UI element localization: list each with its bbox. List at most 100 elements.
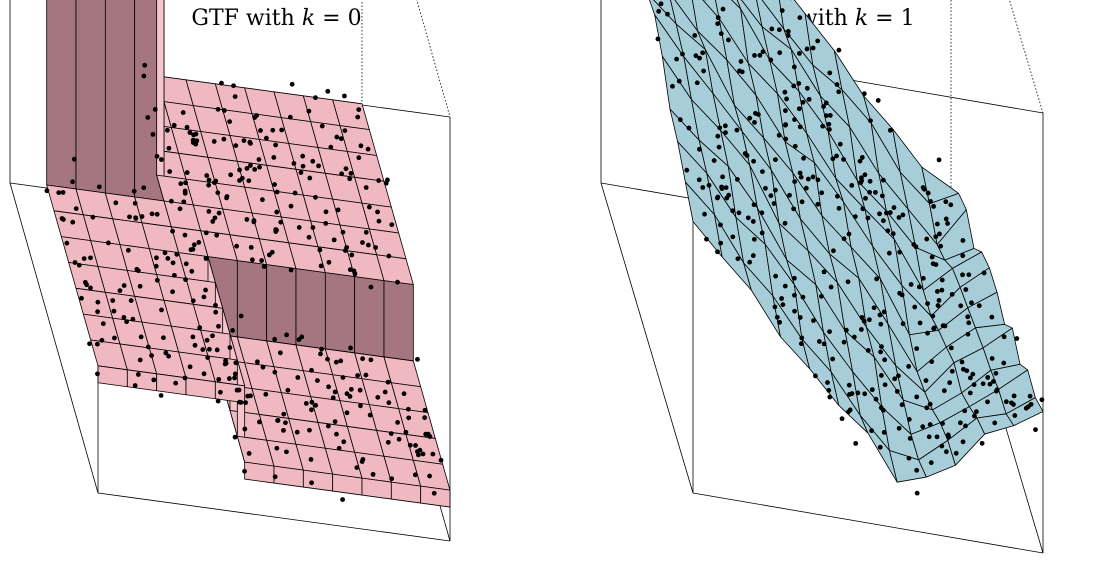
data-point — [274, 445, 280, 451]
data-point — [744, 153, 750, 158]
data-point — [875, 98, 881, 103]
data-point — [215, 398, 221, 404]
data-point — [815, 201, 821, 207]
data-point — [798, 174, 804, 180]
data-point — [376, 178, 382, 183]
data-point — [214, 347, 220, 353]
data-point — [275, 417, 281, 423]
data-point — [111, 308, 117, 314]
data-point — [81, 256, 87, 262]
data-point — [1003, 399, 1009, 405]
data-point — [738, 59, 744, 64]
data-point — [211, 139, 217, 144]
data-point — [248, 141, 253, 146]
data-point — [233, 360, 239, 366]
data-point — [307, 175, 313, 181]
title-variable: k — [854, 6, 869, 31]
data-point — [803, 185, 809, 191]
data-point — [836, 89, 842, 95]
data-point — [771, 201, 777, 206]
data-point — [153, 263, 159, 269]
data-point — [375, 394, 381, 400]
data-point — [723, 130, 728, 135]
data-point — [1027, 393, 1033, 399]
data-point — [272, 336, 278, 342]
data-point — [908, 282, 914, 287]
data-point — [294, 429, 300, 435]
data-point — [900, 212, 906, 218]
data-point — [256, 419, 262, 425]
data-point — [878, 349, 883, 355]
data-point — [214, 232, 220, 238]
data-point — [344, 410, 350, 416]
data-point — [44, 188, 50, 194]
data-point — [981, 270, 987, 276]
data-point — [149, 353, 154, 358]
data-point — [658, 1, 664, 7]
data-point — [939, 443, 945, 449]
data-point — [777, 50, 783, 56]
data-point — [834, 82, 840, 87]
data-point — [232, 94, 238, 100]
data-point — [201, 371, 207, 377]
data-point — [925, 301, 930, 307]
data-point — [783, 136, 789, 142]
data-point — [154, 211, 160, 217]
data-point — [246, 451, 252, 456]
data-point — [930, 261, 936, 267]
data-point — [971, 382, 977, 388]
data-point — [231, 83, 236, 89]
data-point — [343, 166, 349, 172]
data-point — [128, 298, 134, 303]
data-point — [298, 170, 304, 175]
data-point — [760, 169, 765, 174]
data-point — [189, 268, 195, 274]
data-point — [719, 184, 724, 190]
data-point — [785, 33, 791, 38]
data-point — [295, 375, 301, 380]
data-point — [248, 393, 253, 399]
data-point — [406, 415, 412, 421]
data-point — [256, 157, 262, 162]
data-point — [196, 240, 202, 245]
data-point — [244, 217, 250, 222]
data-point — [210, 333, 215, 339]
data-point — [386, 253, 392, 259]
data-point — [170, 289, 175, 295]
data-point — [791, 83, 797, 89]
data-point — [137, 283, 143, 289]
data-point — [863, 195, 868, 201]
data-point — [715, 15, 721, 21]
panel-title: GTF with k = 0 — [0, 6, 553, 31]
data-point — [296, 337, 302, 342]
data-point — [834, 153, 839, 159]
data-point — [882, 357, 888, 363]
data-point — [271, 155, 277, 160]
data-point — [697, 146, 702, 152]
data-point — [72, 260, 78, 265]
surface-edge — [302, 469, 334, 492]
data-point — [227, 345, 233, 350]
surface-edge — [273, 465, 304, 488]
data-point — [861, 91, 867, 97]
data-point — [161, 335, 166, 341]
data-point — [141, 73, 147, 79]
data-point — [846, 382, 852, 388]
data-point — [985, 375, 991, 380]
data-point — [828, 284, 834, 290]
data-point — [914, 467, 920, 473]
data-point — [940, 421, 945, 426]
data-point — [887, 210, 893, 215]
data-point — [831, 248, 836, 254]
data-point — [183, 261, 189, 267]
data-point — [914, 346, 920, 351]
data-point — [847, 392, 852, 397]
data-point — [896, 425, 902, 431]
data-point — [88, 255, 93, 261]
data-point — [779, 8, 785, 13]
data-point — [187, 364, 193, 370]
data-point — [949, 368, 955, 374]
data-point — [757, 52, 763, 58]
data-point — [227, 119, 233, 125]
data-point — [797, 50, 802, 56]
